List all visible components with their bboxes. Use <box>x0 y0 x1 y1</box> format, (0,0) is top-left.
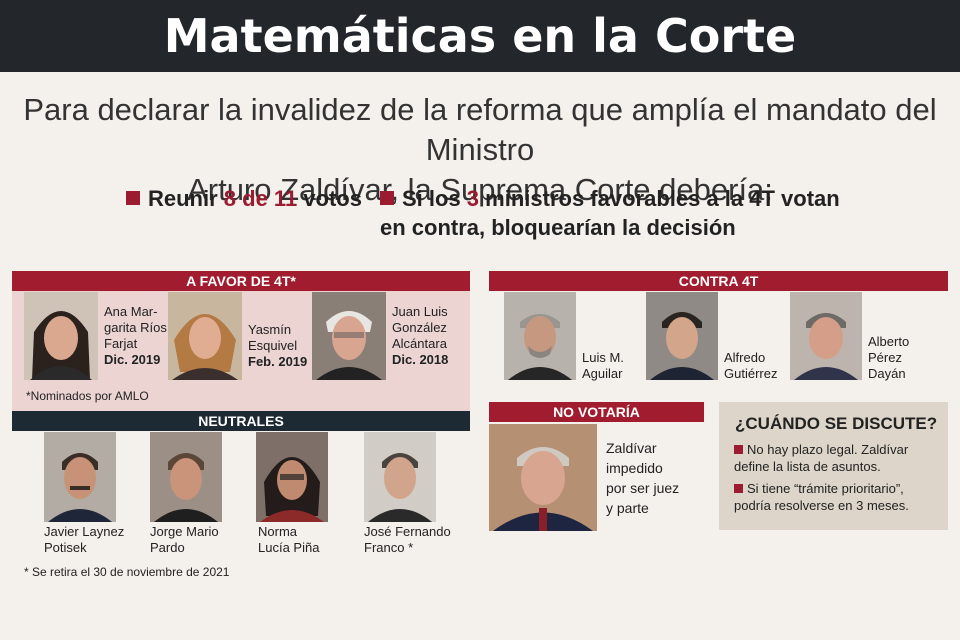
photo-gonzalez-alcantara <box>312 292 386 380</box>
page-title: Matemáticas en la Corte <box>163 9 797 63</box>
nomination-date: Dic. 2019 <box>104 352 161 367</box>
bullet-2-line2: en contra, bloquearían la decisión <box>380 215 736 240</box>
photo-franco <box>364 432 436 522</box>
photo-esquivel <box>168 292 242 380</box>
intro-text: Para declarar la invalidez de la reforma… <box>0 90 960 210</box>
photo-pina <box>256 432 328 522</box>
contra-header: CONTRA 4T <box>489 271 948 291</box>
cuando-title: ¿CUÁNDO SE DISCUTE? <box>735 414 938 433</box>
favor-name-2: Yasmín Esquivel Feb. 2019 <box>248 322 307 370</box>
cuando-item-2: Si tiene “trámite prioritario”, podría r… <box>734 480 909 514</box>
bullet-votes: Reunir 8 de 11 votos <box>126 184 362 213</box>
bullet-1-pre: Reunir <box>148 186 224 211</box>
photo-laynez <box>44 432 116 522</box>
cuando-item-1: No hay plazo legal. Zaldívar define la l… <box>734 441 908 475</box>
contra-name-3: Alberto Pérez Dayán <box>868 334 910 381</box>
photo-pardo <box>150 432 222 522</box>
nomination-date: Feb. 2019 <box>248 354 308 369</box>
no-votaria-text: Zaldívar impedido por ser juez y parte <box>606 440 680 516</box>
cuando-item-2b: podría resolverse en 3 meses. <box>734 498 909 513</box>
bullet-square-icon <box>734 445 743 454</box>
contra-name-2: Alfredo Gutiérrez <box>724 350 778 381</box>
neutral-name-3: Norma Lucía Piña <box>258 524 320 555</box>
favor-name-1: Ana Mar- garita Ríos Farjat Dic. 2019 <box>104 304 167 368</box>
bullet-1-number: 8 de 11 <box>223 186 298 211</box>
nomination-date: Dic. 2018 <box>392 352 449 367</box>
name-text: Yasmín Esquivel <box>248 322 298 353</box>
neutral-name-4: José Fernando Franco * <box>364 524 451 555</box>
cuando-item-1b: define la lista de asuntos. <box>734 459 881 474</box>
bullet-2-number: 3 <box>466 186 480 211</box>
favor-name-3: Juan Luis González Alcántara Dic. 2018 <box>392 304 448 368</box>
bullet-block: Si los 3 ministros favorables a la 4T vo… <box>380 184 840 242</box>
name-text: Juan Luis González Alcántara <box>392 304 448 351</box>
bullet-square-icon <box>380 191 394 205</box>
cuando-panel <box>719 402 948 530</box>
bullet-square-icon <box>126 191 140 205</box>
neutral-name-2: Jorge Mario Pardo <box>150 524 219 555</box>
photo-zaldivar <box>489 424 597 531</box>
header-bar: Matemáticas en la Corte <box>0 0 960 72</box>
favor-note: *Nominados por AMLO <box>26 389 149 403</box>
neutral-name-1: Javier Laynez Potisek <box>44 524 125 555</box>
neutrales-header: NEUTRALES <box>12 411 470 431</box>
neutrales-footnote: * Se retira el 30 de noviembre de 2021 <box>24 565 230 579</box>
photo-rios-farjat <box>24 292 98 380</box>
bullet-square-icon <box>734 484 743 493</box>
photo-perez-dayan <box>790 292 862 380</box>
bullet-2-post: ministros favorables a la 4T votan <box>479 186 840 211</box>
bullet-2-pre: Si los <box>402 186 467 211</box>
contra-name-1: Luis M. Aguilar <box>582 350 624 381</box>
intro-line-1: Para declarar la invalidez de la reforma… <box>23 92 937 167</box>
favor-header: A FAVOR DE 4T* <box>12 271 470 291</box>
bullet-1-post: votos <box>297 186 362 211</box>
intro-line-2: Arturo Zaldívar, la Suprema Corte deberí… <box>187 172 773 207</box>
photo-aguilar <box>504 292 576 380</box>
cuando-item-2a: Si tiene “trámite prioritario”, <box>747 481 904 496</box>
photo-gutierrez <box>646 292 718 380</box>
name-text: Ana Mar- garita Ríos Farjat <box>104 304 167 351</box>
no-votaria-header: NO VOTARÍA <box>489 402 704 422</box>
cuando-item-1a: No hay plazo legal. Zaldívar <box>747 442 909 457</box>
